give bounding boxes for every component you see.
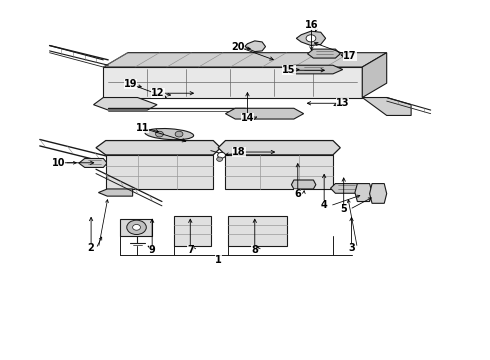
Circle shape: [127, 220, 147, 234]
Polygon shape: [218, 140, 340, 155]
Text: 11: 11: [136, 123, 149, 133]
Polygon shape: [362, 98, 411, 116]
Polygon shape: [225, 155, 333, 189]
Polygon shape: [103, 53, 387, 67]
Ellipse shape: [145, 129, 194, 140]
Text: 13: 13: [336, 98, 349, 108]
Text: 5: 5: [341, 204, 347, 214]
Text: 14: 14: [241, 113, 254, 123]
Text: 1: 1: [215, 255, 221, 265]
Circle shape: [218, 152, 225, 158]
Polygon shape: [245, 41, 266, 51]
Polygon shape: [98, 189, 133, 196]
Polygon shape: [369, 184, 387, 203]
Text: 18: 18: [232, 147, 246, 157]
Polygon shape: [296, 31, 326, 45]
Polygon shape: [79, 158, 107, 167]
Text: 20: 20: [231, 42, 245, 51]
Polygon shape: [103, 67, 362, 98]
Text: 6: 6: [294, 189, 301, 199]
Text: 7: 7: [187, 245, 194, 255]
Polygon shape: [331, 184, 362, 193]
Polygon shape: [94, 98, 157, 110]
Circle shape: [175, 131, 183, 137]
Polygon shape: [96, 140, 220, 155]
Text: 9: 9: [149, 245, 155, 255]
Text: 3: 3: [348, 243, 355, 253]
Polygon shape: [355, 184, 372, 202]
Polygon shape: [308, 49, 340, 58]
Polygon shape: [362, 53, 387, 98]
Polygon shape: [106, 155, 213, 189]
Polygon shape: [174, 216, 211, 246]
Text: 12: 12: [151, 88, 165, 98]
Polygon shape: [225, 108, 304, 119]
Text: 8: 8: [251, 245, 258, 255]
Polygon shape: [121, 220, 152, 235]
Polygon shape: [284, 65, 343, 74]
Circle shape: [156, 131, 163, 137]
Text: 16: 16: [305, 20, 318, 30]
Circle shape: [306, 35, 316, 42]
Text: 19: 19: [124, 79, 137, 89]
Text: 15: 15: [282, 65, 296, 75]
Text: 4: 4: [321, 200, 327, 210]
Text: 2: 2: [88, 243, 95, 253]
Text: 17: 17: [343, 51, 357, 61]
Polygon shape: [228, 216, 287, 246]
Circle shape: [133, 225, 141, 230]
Circle shape: [217, 157, 222, 161]
Text: 10: 10: [51, 158, 65, 168]
Polygon shape: [292, 180, 316, 189]
